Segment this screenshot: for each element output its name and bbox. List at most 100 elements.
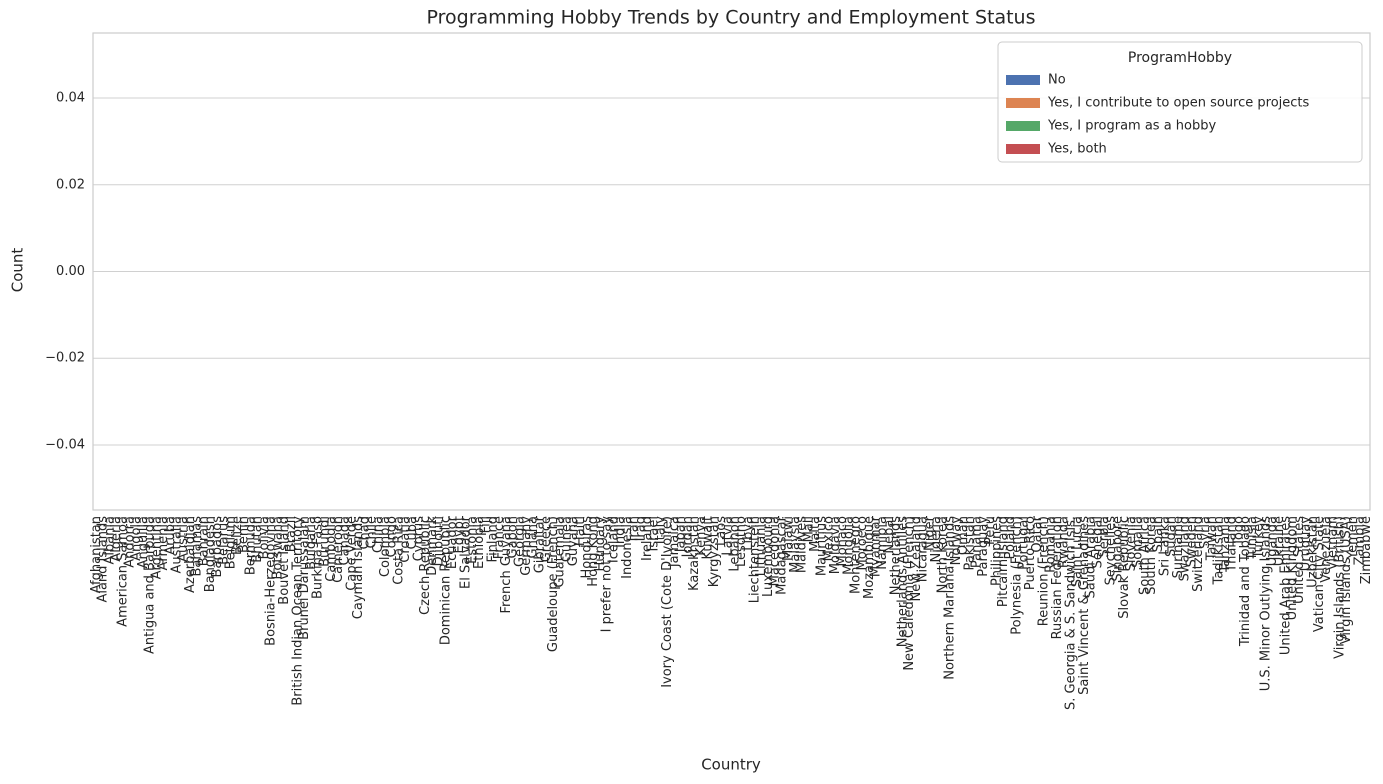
x-tick-label: Virgin Islands (British) <box>1332 516 1347 659</box>
x-tick-label: U.S. Minor Outlying Islands <box>1258 516 1273 691</box>
x-tick-label: Portugal <box>1016 516 1031 570</box>
x-tick-label: Russian Federation <box>1050 516 1065 639</box>
x-tick-label: Yemen <box>1346 516 1361 560</box>
x-tick-label: Uzbekistan <box>1305 516 1320 588</box>
x-tick-label: Syria <box>1198 516 1213 549</box>
x-tick-label: Peru <box>983 516 998 545</box>
legend-title: ProgramHobby <box>1128 50 1232 66</box>
x-axis-label: Country <box>701 756 761 774</box>
x-tick-label: Tadjikistan <box>1211 516 1226 585</box>
x-tick-label: Iraq <box>633 516 648 541</box>
x-tick-label: Iceland <box>606 516 621 563</box>
x-tick-label: Vatican City State <box>1312 516 1327 632</box>
x-tick-label: Zimbabwe <box>1359 516 1374 584</box>
x-tick-label: Poland <box>1003 516 1018 559</box>
x-tick-label: Uruguay <box>1299 516 1314 572</box>
x-tick-label: Panama <box>969 516 984 568</box>
x-tick-label: India <box>613 516 628 548</box>
x-tick-label: Bangladesh <box>203 516 218 592</box>
x-tick-label: Angola <box>129 516 144 561</box>
x-tick-label: Zambia <box>1352 516 1367 565</box>
x-tick-label: Sweden <box>1184 516 1199 567</box>
x-tick-label: Guatemala <box>553 516 568 588</box>
x-tick-label: Ecuador <box>445 515 460 569</box>
x-tick-label: Bahrain <box>196 516 211 566</box>
x-tick-label: Bosnia-Herzegovina <box>264 516 279 646</box>
x-tick-label: Ukraine <box>1272 516 1287 566</box>
x-tick-label: Armenia <box>156 516 171 571</box>
x-tick-label: Chad <box>358 516 373 550</box>
legend-label: No <box>1048 73 1066 88</box>
x-tick-label: Rwanda <box>1057 516 1072 568</box>
x-tick-label: Cape Verde <box>344 516 359 591</box>
x-tick-label: Croatia <box>398 516 413 563</box>
x-tick-label: Hungary <box>593 516 608 572</box>
x-tick-label: British Indian Ocean Territory <box>290 516 305 706</box>
x-tick-label: Fiji <box>479 516 494 533</box>
x-tick-label: Somalia <box>1131 516 1146 568</box>
x-tick-label: Dominican Republic <box>438 516 453 645</box>
x-tick-label: Turkey <box>1252 516 1267 560</box>
x-tick-label: Brunei Darussalam <box>297 516 312 640</box>
x-tick-label: Bahamas <box>190 516 205 577</box>
x-tick-label: Malta <box>808 516 823 552</box>
x-tick-label: Togo <box>1231 516 1246 547</box>
x-tick-label: Gabon <box>506 516 521 559</box>
x-tick-label: Montenegro <box>848 516 863 594</box>
x-tick-label: South Korea <box>1144 516 1159 595</box>
x-tick-label: Guinea <box>559 516 574 562</box>
x-tick-label: Paraguay <box>976 516 991 577</box>
x-tick-label: Malawi <box>781 516 796 561</box>
x-tick-label: Qatar <box>1030 515 1045 552</box>
x-tick-label: Venezuela <box>1319 516 1334 583</box>
x-tick-label: Sri Lanka <box>1158 516 1173 576</box>
x-tick-label: France <box>492 516 507 559</box>
x-tick-label: Philippines <box>989 516 1004 586</box>
x-tick-label: Luxembourg <box>761 516 776 597</box>
x-tick-label: Finland <box>485 516 500 562</box>
x-tick-label: Cambodia <box>324 516 339 582</box>
x-tick-label: Seychelles <box>1104 516 1119 586</box>
x-tick-label: Estonia <box>465 516 480 564</box>
x-tick-label: Bouvet Island <box>277 516 292 605</box>
x-tick-label: Australia <box>170 516 185 574</box>
x-tick-label: Virgin Islands (USA) <box>1339 516 1354 644</box>
x-tick-label: United Arab Emirates <box>1278 516 1293 655</box>
x-tick-label: Iran <box>627 516 642 541</box>
x-tick-label: Serbia <box>1097 516 1112 557</box>
x-tick-label: Canada <box>338 516 353 565</box>
x-tick-label: Kazakhstan <box>687 516 702 591</box>
x-tick-label: Trinidad and Tobago <box>1238 516 1253 647</box>
x-tick-label: Oman <box>956 516 971 555</box>
legend-swatch <box>1006 144 1040 154</box>
x-tick-label: Bolivia <box>257 516 272 559</box>
legend-label: Yes, I program as a hobby <box>1047 119 1217 134</box>
x-tick-label: Cameroon <box>331 516 346 583</box>
x-tick-label: Colombia <box>378 516 393 577</box>
x-tick-label: Djibouti <box>432 516 447 566</box>
x-tick-label: Saint Vincent & Grenadines <box>1077 516 1092 695</box>
x-tick-label: Laos <box>714 516 729 546</box>
x-tick-label: Anguilla <box>136 516 151 568</box>
x-tick-label: Indonesia <box>620 516 635 579</box>
x-tick-label: Nicaragua <box>916 516 931 582</box>
x-tick-label: Saint Lucia <box>1070 516 1085 587</box>
plot-frame <box>92 32 1371 511</box>
x-tick-label: Denmark <box>425 516 440 576</box>
x-tick-label: Kuwait <box>700 516 715 559</box>
chart-title: Programming Hobby Trends by Country and … <box>427 7 1036 29</box>
x-tick-label: Azerbaidjan <box>183 516 198 593</box>
x-tick-label: Kyrgyzstan <box>707 516 722 587</box>
x-tick-label: Jordan <box>680 516 695 558</box>
x-tick-label: Tunisia <box>1245 516 1260 561</box>
x-tick-label: Haiti <box>573 516 588 546</box>
x-tick-label: Cyprus <box>411 516 426 562</box>
x-tick-label: Senegal <box>1090 516 1105 568</box>
x-tick-label: Puerto Rico <box>1023 516 1038 590</box>
x-tick-label: Spain <box>1151 516 1166 552</box>
x-tick-label: Antigua and Barbuda <box>143 516 158 654</box>
x-tick-label: Austria <box>176 516 191 562</box>
x-tick-label: Lebanon <box>727 516 742 572</box>
